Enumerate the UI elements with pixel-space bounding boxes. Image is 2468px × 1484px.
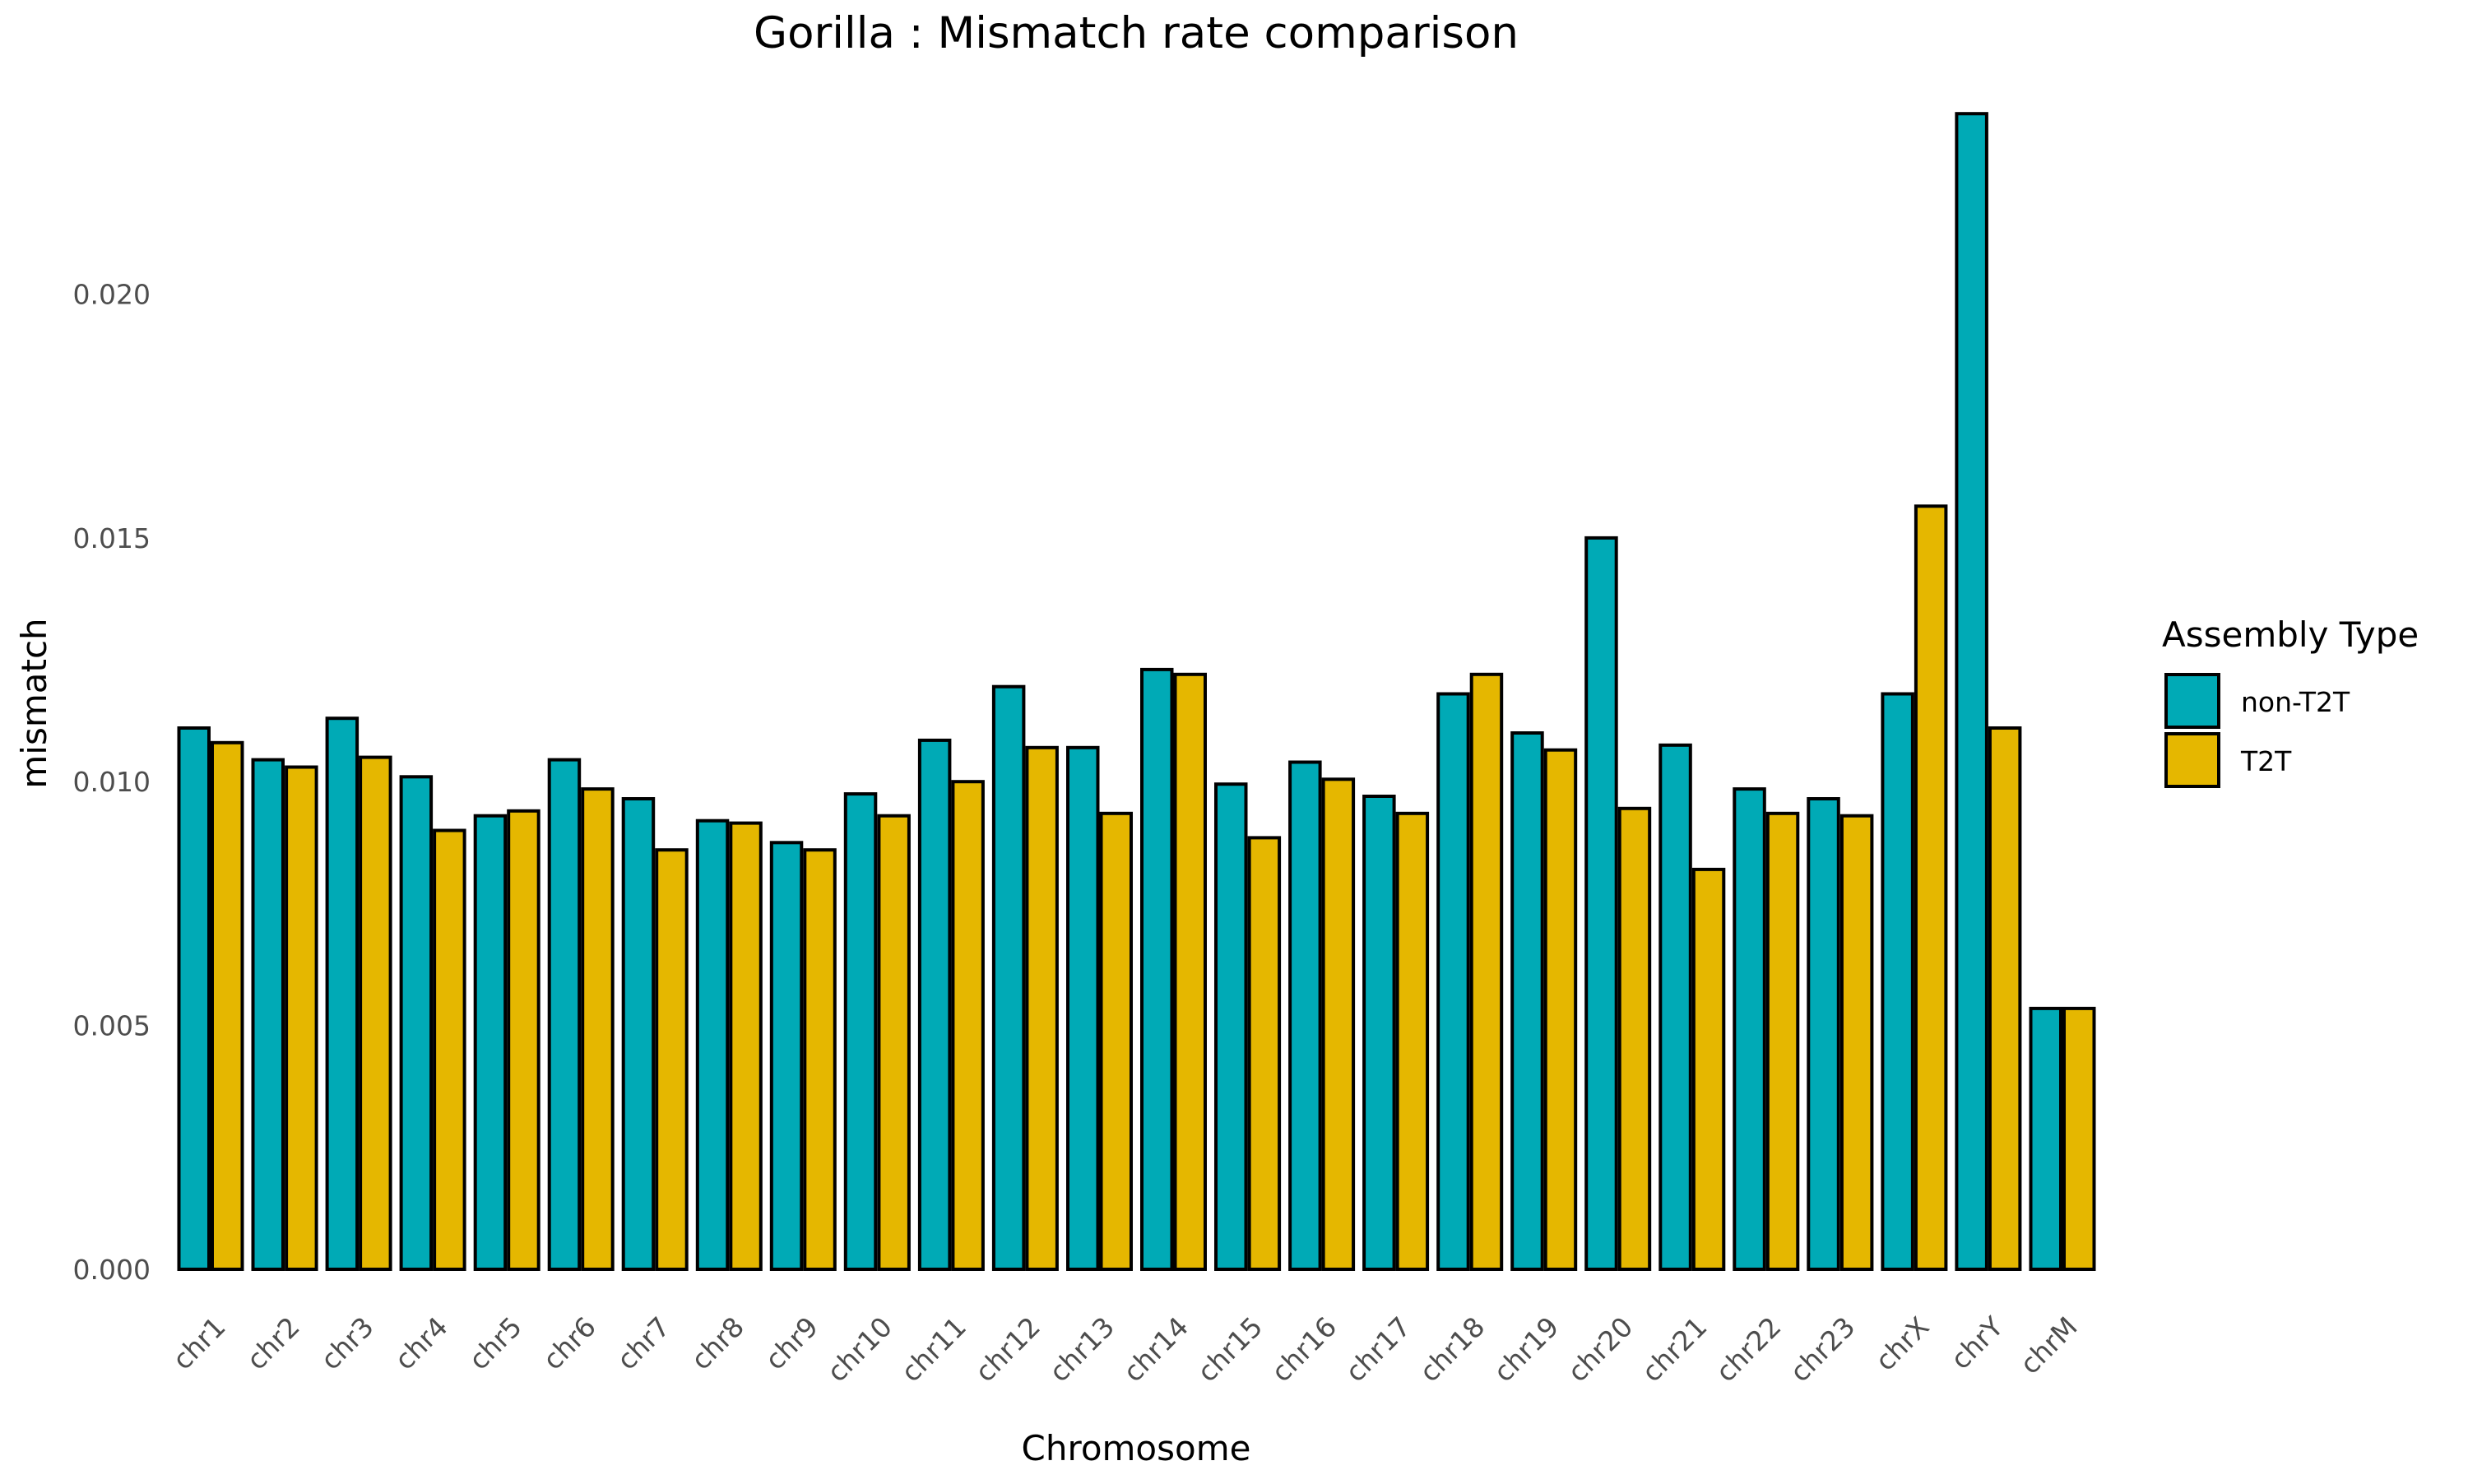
x-axis-ticks: chr1 chr2 chr3 chr4 chr5 chr6 chr7 chr8 chr9chr1… (166, 1310, 2084, 1388)
x-tick-label: chr17 (1339, 1310, 1417, 1388)
legend-label-non-T2T: non-T2T (2241, 686, 2350, 718)
legend-swatch-non-T2T (2164, 673, 2220, 729)
bar-chr1-non-T2T (177, 726, 211, 1271)
legend-label-T2T: T2T (2240, 745, 2292, 777)
bar-chr2-non-T2T (251, 758, 285, 1271)
bar-chr15-non-T2T (1214, 782, 1248, 1271)
x-tick-label: chr15 (1191, 1310, 1269, 1388)
bar-chr20-T2T (1617, 806, 1652, 1271)
bar-chrX-T2T (1914, 504, 1948, 1271)
x-tick-label: chr13 (1043, 1310, 1120, 1388)
bar-chr19-non-T2T (1510, 731, 1544, 1271)
x-tick-label: chr16 (1265, 1310, 1343, 1388)
bar-chr11-T2T (951, 780, 985, 1271)
bar-chr8-T2T (729, 821, 763, 1271)
x-tick-label: chr20 (1561, 1310, 1639, 1388)
bar-chr7-non-T2T (621, 797, 656, 1271)
x-axis-label: Chromosome (1022, 1428, 1251, 1468)
y-tick-label: 0.000 (73, 1254, 151, 1286)
bar-chr20-non-T2T (1584, 536, 1618, 1271)
bar-chr12-non-T2T (991, 684, 1026, 1271)
x-tick-label: chr18 (1413, 1310, 1491, 1388)
legend-items: non-T2T T2T (2164, 673, 2350, 788)
legend: Assembly Type non-T2T T2T (2162, 614, 2419, 788)
bar-chr17-non-T2T (1362, 795, 1396, 1271)
x-tick-label: chr6 (536, 1310, 602, 1376)
bar-chr6-non-T2T (547, 758, 582, 1271)
x-tick-label: chr12 (969, 1310, 1046, 1388)
x-tick-label: chr3 (314, 1310, 380, 1376)
bar-chrX-non-T2T (1881, 692, 1914, 1271)
y-tick-label: 0.010 (73, 766, 151, 798)
x-tick-label: chrY (1945, 1310, 2011, 1375)
legend-swatch-T2T (2164, 732, 2220, 788)
bar-chr7-T2T (655, 848, 689, 1271)
bar-chr16-T2T (1321, 777, 1356, 1271)
chart-title: Gorilla : Mismatch rate comparison (754, 8, 1519, 58)
bar-chr10-T2T (877, 814, 911, 1271)
y-axis-ticks: 0.000 0.005 0.010 0.015 0.020 (73, 278, 151, 1286)
x-tick-label: chr1 (166, 1310, 232, 1376)
x-tick-label: chr22 (1710, 1310, 1787, 1388)
bar-chr11-non-T2T (917, 738, 952, 1271)
x-tick-label: chr23 (1784, 1310, 1861, 1388)
x-tick-label: chr8 (684, 1310, 750, 1376)
x-tick-label: chr10 (821, 1310, 898, 1388)
bar-chrY-T2T (1988, 726, 2022, 1271)
bars-group (177, 112, 2096, 1272)
bar-chr23-non-T2T (1807, 797, 1840, 1271)
x-tick-label: chr7 (610, 1310, 676, 1376)
x-tick-label: chrM (2014, 1310, 2084, 1380)
bar-chr22-non-T2T (1733, 787, 1766, 1271)
bar-chr16-non-T2T (1288, 760, 1322, 1271)
bar-chr23-T2T (1839, 814, 1874, 1271)
x-tick-label: chr5 (462, 1310, 528, 1376)
bar-chr3-non-T2T (325, 716, 360, 1271)
bar-chr8-non-T2T (695, 819, 730, 1271)
x-tick-label: chr9 (758, 1310, 824, 1376)
x-tick-label: chr21 (1635, 1310, 1713, 1388)
bar-chr14-T2T (1173, 672, 1207, 1271)
bar-chrY-non-T2T (1955, 112, 1988, 1272)
bar-chr9-T2T (803, 848, 837, 1271)
bar-chr6-T2T (581, 787, 615, 1271)
bar-chr3-T2T (359, 755, 392, 1271)
bar-chr21-non-T2T (1658, 743, 1692, 1271)
x-tick-label: chr14 (1117, 1310, 1195, 1388)
x-tick-label: chrX (1869, 1310, 1936, 1377)
bar-chr10-non-T2T (843, 792, 878, 1271)
bar-chr13-T2T (1099, 811, 1133, 1271)
bar-chr17-T2T (1395, 811, 1430, 1271)
legend-title: Assembly Type (2162, 614, 2419, 655)
bar-chr4-T2T (433, 828, 466, 1271)
bar-chr9-non-T2T (769, 841, 804, 1272)
bar-chr5-T2T (507, 809, 540, 1271)
y-axis-label: mismatch (14, 618, 54, 788)
bar-chr1-T2T (211, 740, 244, 1271)
x-tick-label: chr11 (895, 1310, 972, 1388)
bar-chr5-non-T2T (473, 814, 508, 1271)
bar-chr4-non-T2T (399, 775, 434, 1271)
bar-chr19-T2T (1543, 748, 1578, 1271)
bar-chr22-T2T (1765, 811, 1800, 1271)
bar-chrM-non-T2T (2029, 1006, 2062, 1272)
x-tick-label: chr2 (240, 1310, 306, 1376)
bar-chr13-non-T2T (1066, 745, 1100, 1271)
bar-chr18-T2T (1469, 672, 1504, 1271)
x-tick-label: chr4 (388, 1310, 454, 1376)
y-tick-label: 0.005 (73, 1010, 151, 1042)
y-tick-label: 0.020 (73, 278, 151, 310)
bar-chrM-T2T (2062, 1006, 2096, 1272)
bar-chr14-non-T2T (1140, 667, 1174, 1271)
y-tick-label: 0.015 (73, 522, 151, 554)
bar-chr21-T2T (1691, 867, 1726, 1272)
bar-chr12-T2T (1025, 745, 1059, 1271)
x-tick-label: chr19 (1487, 1310, 1565, 1388)
bar-chr18-non-T2T (1436, 692, 1470, 1271)
bar-chr15-T2T (1247, 836, 1282, 1271)
bar-chr2-T2T (285, 765, 318, 1271)
